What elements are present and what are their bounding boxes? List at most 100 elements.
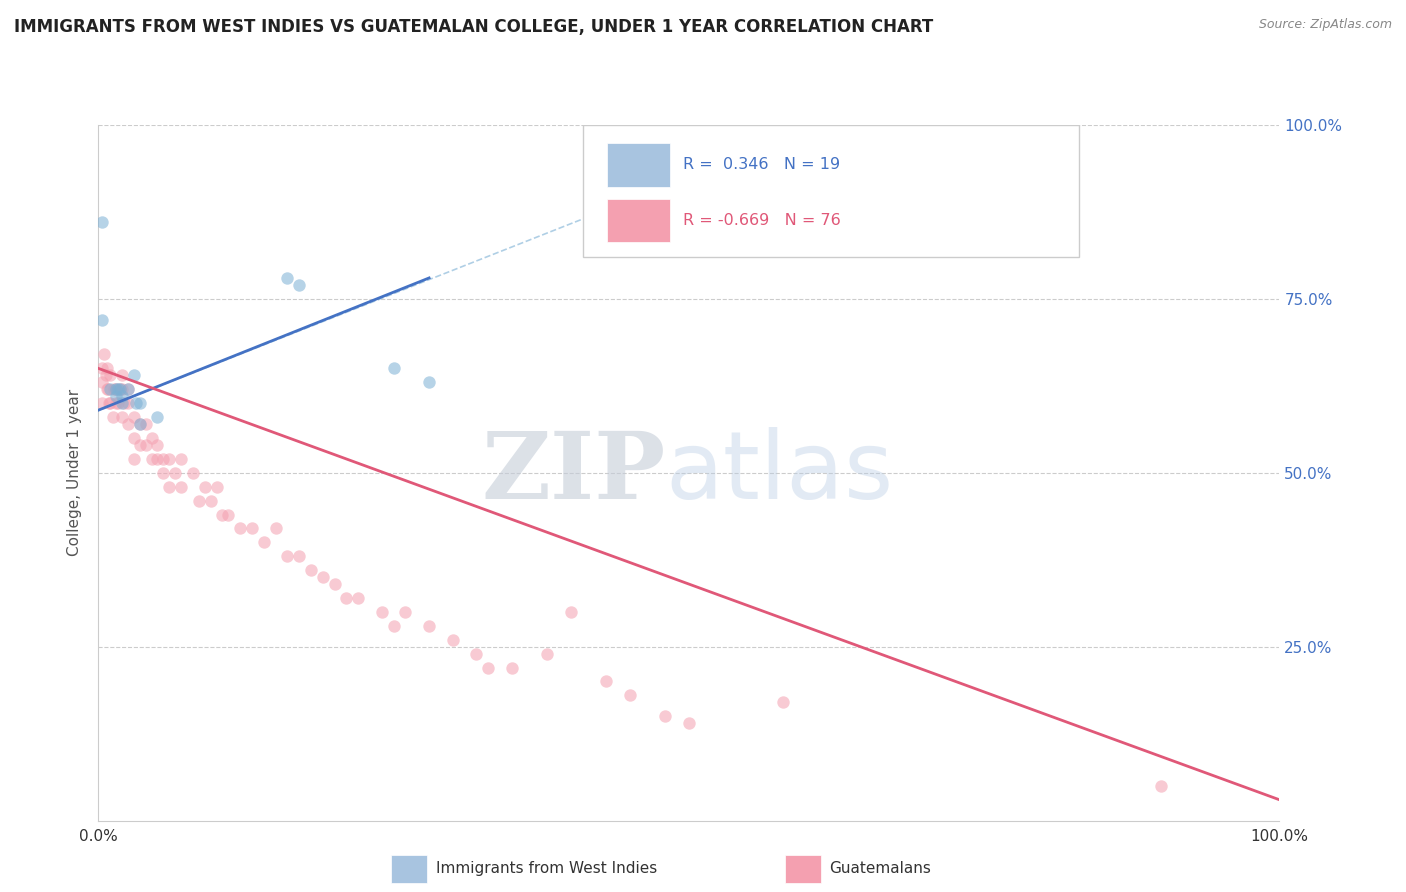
Point <box>181 466 204 480</box>
Point <box>98 382 121 396</box>
Point <box>105 396 128 410</box>
Point <box>96 382 118 396</box>
Point <box>91 215 114 229</box>
Y-axis label: College, Under 1 year: College, Under 1 year <box>67 389 83 557</box>
Point <box>253 535 276 549</box>
Point <box>312 570 335 584</box>
Point <box>165 466 187 480</box>
Point <box>441 632 464 647</box>
Point <box>772 695 794 709</box>
Point <box>299 563 322 577</box>
Point <box>394 605 416 619</box>
Point <box>97 382 120 396</box>
Point <box>371 605 394 619</box>
Point <box>347 591 370 605</box>
FancyBboxPatch shape <box>607 199 671 243</box>
Point <box>211 508 233 522</box>
Point <box>98 396 121 410</box>
Point <box>98 368 121 383</box>
Point <box>382 361 405 376</box>
Point <box>93 347 115 361</box>
Point <box>122 451 145 466</box>
Point <box>335 591 357 605</box>
Point <box>418 619 440 633</box>
Point <box>117 382 139 396</box>
Point <box>264 521 287 535</box>
Point <box>111 389 134 403</box>
Point <box>111 368 134 383</box>
Point <box>91 312 114 326</box>
Point <box>117 396 139 410</box>
Point <box>170 451 193 466</box>
Point <box>654 709 676 723</box>
Point <box>146 438 169 452</box>
Point <box>141 431 163 445</box>
Point <box>107 396 129 410</box>
Point <box>125 396 148 410</box>
Point <box>105 382 128 396</box>
Point <box>170 480 193 494</box>
Point <box>678 716 700 731</box>
Point <box>536 647 558 661</box>
Point <box>619 689 641 703</box>
Text: ZIP: ZIP <box>481 428 665 517</box>
Point <box>103 382 125 396</box>
Point <box>276 549 298 564</box>
Text: IMMIGRANTS FROM WEST INDIES VS GUATEMALAN COLLEGE, UNDER 1 YEAR CORRELATION CHAR: IMMIGRANTS FROM WEST INDIES VS GUATEMALA… <box>14 18 934 36</box>
Point <box>128 438 150 452</box>
Text: R = -0.669   N = 76: R = -0.669 N = 76 <box>683 212 841 227</box>
Point <box>323 577 346 591</box>
Point <box>91 376 114 390</box>
Point <box>91 361 114 376</box>
Point <box>187 493 209 508</box>
Point <box>288 277 311 292</box>
Point <box>382 619 405 633</box>
Point <box>152 466 174 480</box>
Point <box>1150 779 1173 793</box>
Point <box>105 382 128 396</box>
Point <box>217 508 239 522</box>
Point <box>108 382 131 396</box>
Point <box>595 674 617 689</box>
Point <box>200 493 222 508</box>
Point <box>477 660 499 674</box>
Point <box>108 382 131 396</box>
Point <box>101 410 124 425</box>
Point <box>135 438 157 452</box>
Point <box>229 521 252 535</box>
FancyBboxPatch shape <box>607 143 671 186</box>
Point <box>128 417 150 431</box>
Point <box>141 451 163 466</box>
Point <box>276 271 298 285</box>
Point <box>128 396 150 410</box>
Point <box>111 382 134 396</box>
Point <box>128 417 150 431</box>
Point <box>157 451 180 466</box>
Point <box>94 368 117 383</box>
Point <box>117 417 139 431</box>
Point <box>122 431 145 445</box>
Point <box>122 368 145 383</box>
Point <box>107 382 129 396</box>
Point <box>105 389 128 403</box>
Point <box>111 396 134 410</box>
Point <box>112 396 135 410</box>
Point <box>157 480 180 494</box>
Point <box>501 660 523 674</box>
Point <box>240 521 263 535</box>
FancyBboxPatch shape <box>582 125 1078 257</box>
Point <box>117 382 139 396</box>
Point <box>135 417 157 431</box>
Text: atlas: atlas <box>665 426 894 519</box>
Point <box>152 451 174 466</box>
Point <box>194 480 217 494</box>
Text: Immigrants from West Indies: Immigrants from West Indies <box>436 862 657 876</box>
Point <box>288 549 311 564</box>
Text: Guatemalans: Guatemalans <box>830 862 931 876</box>
Point <box>205 480 228 494</box>
Point <box>560 605 582 619</box>
Point <box>465 647 488 661</box>
Point <box>96 361 118 376</box>
Point <box>146 410 169 425</box>
Point <box>418 376 440 390</box>
